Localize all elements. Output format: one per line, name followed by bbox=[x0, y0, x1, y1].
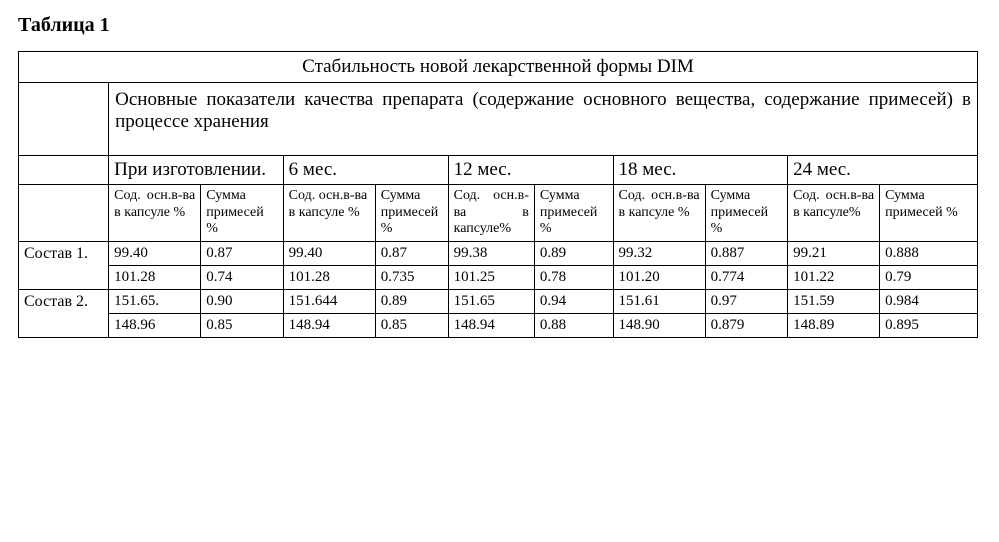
empty-cell bbox=[19, 156, 109, 185]
value-cell: 0.78 bbox=[534, 265, 613, 289]
value-cell: 0.97 bbox=[705, 289, 787, 313]
empty-cell bbox=[19, 185, 109, 242]
value-cell: 148.89 bbox=[788, 313, 880, 337]
period-cell: 12 мес. bbox=[448, 156, 613, 185]
value-cell: 99.40 bbox=[283, 241, 375, 265]
value-cell: 148.94 bbox=[283, 313, 375, 337]
section-header-row: Основные показатели качества препарата (… bbox=[19, 83, 978, 156]
table-row: Состав 2. 151.65. 0.90 151.644 0.89 151.… bbox=[19, 289, 978, 313]
value-cell: 151.65. bbox=[109, 289, 201, 313]
subheader-cell: Сумма примесей % bbox=[880, 185, 978, 242]
subheader-cell: Сумма примесей % bbox=[375, 185, 448, 242]
value-cell: 0.895 bbox=[880, 313, 978, 337]
group-label: Состав 1. bbox=[19, 241, 109, 289]
period-row: При изготовлении. 6 мес. 12 мес. 18 мес.… bbox=[19, 156, 978, 185]
value-cell: 151.61 bbox=[613, 289, 705, 313]
table-row: 101.28 0.74 101.28 0.735 101.25 0.78 101… bbox=[19, 265, 978, 289]
subheader-cell: Сод. осн.в-ва в капсуле% bbox=[448, 185, 534, 242]
value-cell: 0.90 bbox=[201, 289, 283, 313]
group-label: Состав 2. bbox=[19, 289, 109, 337]
table-row: 148.96 0.85 148.94 0.85 148.94 0.88 148.… bbox=[19, 313, 978, 337]
table-heading: Таблица 1 bbox=[18, 14, 981, 37]
value-cell: 99.32 bbox=[613, 241, 705, 265]
value-cell: 101.28 bbox=[283, 265, 375, 289]
table-title: Стабильность новой лекарственной формы D… bbox=[19, 52, 978, 83]
value-cell: 0.774 bbox=[705, 265, 787, 289]
value-cell: 0.85 bbox=[201, 313, 283, 337]
table-title-row: Стабильность новой лекарственной формы D… bbox=[19, 52, 978, 83]
stability-table: Стабильность новой лекарственной формы D… bbox=[18, 51, 978, 338]
subheader-cell: Сумма примесей % bbox=[201, 185, 283, 242]
value-cell: 148.90 bbox=[613, 313, 705, 337]
value-cell: 99.21 bbox=[788, 241, 880, 265]
value-cell: 99.38 bbox=[448, 241, 534, 265]
table-row: Состав 1. 99.40 0.87 99.40 0.87 99.38 0.… bbox=[19, 241, 978, 265]
period-cell: 18 мес. bbox=[613, 156, 788, 185]
value-cell: 101.25 bbox=[448, 265, 534, 289]
value-cell: 148.96 bbox=[109, 313, 201, 337]
subheader-row: Сод. осн.в-ва в капсуле % Сумма примесей… bbox=[19, 185, 978, 242]
value-cell: 0.87 bbox=[375, 241, 448, 265]
value-cell: 0.89 bbox=[375, 289, 448, 313]
period-cell: При изготовлении. bbox=[109, 156, 284, 185]
value-cell: 101.28 bbox=[109, 265, 201, 289]
value-cell: 99.40 bbox=[109, 241, 201, 265]
value-cell: 0.85 bbox=[375, 313, 448, 337]
value-cell: 0.88 bbox=[534, 313, 613, 337]
value-cell: 101.22 bbox=[788, 265, 880, 289]
value-cell: 148.94 bbox=[448, 313, 534, 337]
subheader-cell: Сумма примесей % bbox=[705, 185, 787, 242]
value-cell: 101.20 bbox=[613, 265, 705, 289]
value-cell: 0.984 bbox=[880, 289, 978, 313]
value-cell: 0.879 bbox=[705, 313, 787, 337]
value-cell: 0.735 bbox=[375, 265, 448, 289]
value-cell: 0.79 bbox=[880, 265, 978, 289]
subheader-cell: Сод. осн.в-ва в капсуле % bbox=[613, 185, 705, 242]
value-cell: 0.87 bbox=[201, 241, 283, 265]
value-cell: 0.94 bbox=[534, 289, 613, 313]
value-cell: 151.59 bbox=[788, 289, 880, 313]
period-cell: 24 мес. bbox=[788, 156, 978, 185]
empty-cell bbox=[19, 83, 109, 156]
subheader-cell: Сод. осн.в-ва в капсуле% bbox=[788, 185, 880, 242]
value-cell: 0.887 bbox=[705, 241, 787, 265]
section-header: Основные показатели качества препарата (… bbox=[109, 83, 978, 156]
subheader-cell: Сумма примесей % bbox=[534, 185, 613, 242]
subheader-cell: Сод. осн.в-ва в капсуле % bbox=[283, 185, 375, 242]
value-cell: 0.74 bbox=[201, 265, 283, 289]
subheader-cell: Сод. осн.в-ва в капсуле % bbox=[109, 185, 201, 242]
period-cell: 6 мес. bbox=[283, 156, 448, 185]
value-cell: 0.89 bbox=[534, 241, 613, 265]
value-cell: 151.65 bbox=[448, 289, 534, 313]
value-cell: 151.644 bbox=[283, 289, 375, 313]
value-cell: 0.888 bbox=[880, 241, 978, 265]
